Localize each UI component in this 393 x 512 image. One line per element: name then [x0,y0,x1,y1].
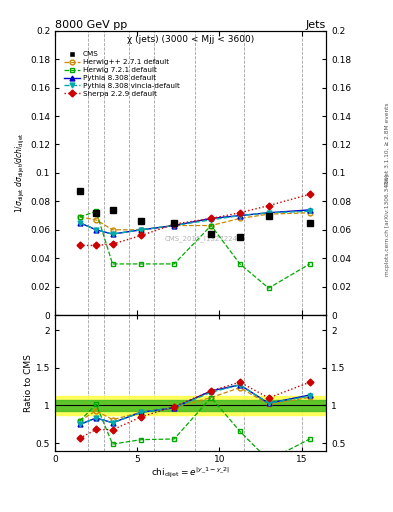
Text: mcplots.cern.ch [arXiv:1306.3436]: mcplots.cern.ch [arXiv:1306.3436] [385,175,390,276]
Text: CMS_2015_I1327224: CMS_2015_I1327224 [165,235,238,242]
Y-axis label: Ratio to CMS: Ratio to CMS [24,354,33,412]
Text: 8000 GeV pp: 8000 GeV pp [55,20,127,30]
Legend: CMS, Herwig++ 2.7.1 default, Herwig 7.2.1 default, Pythia 8.308 default, Pythia : CMS, Herwig++ 2.7.1 default, Herwig 7.2.… [61,49,183,100]
Text: Rivet 3.1.10, ≥ 2.8M events: Rivet 3.1.10, ≥ 2.8M events [385,102,390,185]
Bar [55,400,326,411]
Text: χ (jets) (3000 < Mjj < 3600): χ (jets) (3000 < Mjj < 3600) [127,35,254,44]
X-axis label: ${\rm chi}_{\rm dijet} = e^{|y\_1 - y\_2|}$: ${\rm chi}_{\rm dijet} = e^{|y\_1 - y\_2… [151,466,230,480]
Y-axis label: $1/\sigma_{\rm dijet}\ d\sigma_{\rm dijet}/dchi_{\rm dijet}$: $1/\sigma_{\rm dijet}\ d\sigma_{\rm dije… [14,133,27,213]
Bar [55,396,326,415]
Text: Jets: Jets [306,20,326,30]
